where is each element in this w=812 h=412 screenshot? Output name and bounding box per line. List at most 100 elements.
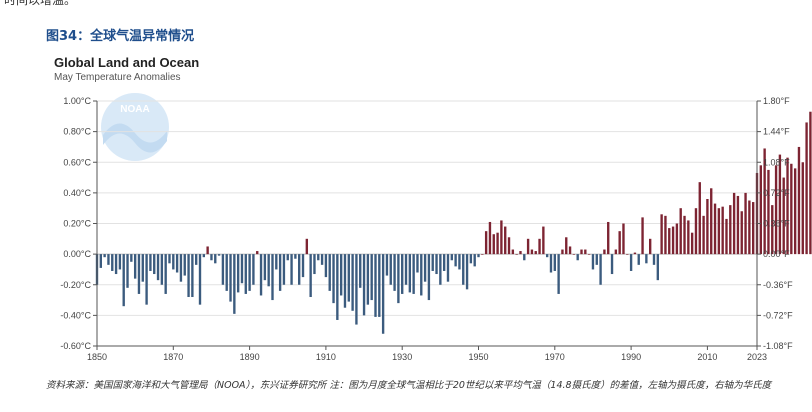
- bar-1928: [393, 254, 395, 291]
- x-tick-label-1930: 1930: [392, 352, 412, 362]
- bar-2014: [721, 207, 723, 254]
- bar-1902: [294, 254, 296, 259]
- y-tick-label-right: 0.72°F: [763, 188, 790, 198]
- bar-2035: [802, 162, 804, 254]
- y-axis-right-fahrenheit: 1.80°F 1.44°F 1.08°F 0.72°F 0.36°F 0.00°F -0.3…: [757, 96, 793, 351]
- bar-1978: [584, 250, 586, 255]
- bar-1916: [348, 254, 350, 301]
- bar-1894: [264, 254, 266, 280]
- bar-1864: [149, 254, 151, 271]
- bar-1872: [180, 254, 182, 282]
- bar-1871: [176, 254, 178, 272]
- y-tick-label-left: 0.00°C: [63, 249, 91, 259]
- bar-1998: [660, 214, 662, 254]
- bar-1958: [508, 237, 510, 254]
- bar-1985: [611, 254, 613, 274]
- bar-1877: [199, 254, 201, 305]
- bar-1865: [153, 254, 155, 274]
- bar-1994: [645, 254, 647, 263]
- bar-2004: [683, 216, 685, 254]
- bar-1897: [275, 254, 277, 269]
- bar-1950: [477, 254, 479, 257]
- y-tick-label-right: 1.44°F: [763, 127, 790, 137]
- bar-2022: [752, 202, 754, 254]
- bar-1939: [435, 254, 437, 274]
- y-tick-label-right: -0.36°F: [763, 280, 793, 290]
- x-tick-label-2010: 2010: [697, 352, 717, 362]
- bar-1874: [187, 254, 189, 297]
- bar-1892: [256, 251, 258, 254]
- bar-1929: [397, 254, 399, 303]
- bar-1979: [588, 254, 590, 255]
- bar-2005: [687, 220, 689, 254]
- bar-1933: [412, 254, 414, 294]
- bar-1878: [203, 254, 205, 257]
- bar-1968: [546, 254, 548, 257]
- noaa-logo-text: NOAA: [120, 104, 149, 115]
- bar-1974: [569, 246, 571, 254]
- bar-1886: [233, 254, 235, 314]
- bar-1956: [500, 220, 502, 254]
- bar-1896: [271, 254, 273, 300]
- bar-2024: [760, 165, 762, 254]
- bar-1858: [126, 254, 128, 288]
- bar-1971: [557, 254, 559, 294]
- bar-2018: [737, 196, 739, 254]
- bar-1869: [168, 254, 170, 263]
- bar-1954: [493, 234, 495, 254]
- y-tick-label-left: 0.60°C: [63, 157, 91, 167]
- bar-1853: [107, 254, 109, 265]
- gridlines: [97, 101, 757, 346]
- bar-1972: [561, 250, 563, 255]
- bar-1911: [329, 254, 331, 291]
- bar-1924: [378, 254, 380, 317]
- bar-1876: [195, 254, 197, 265]
- bar-1984: [607, 222, 609, 254]
- bar-1947: [466, 254, 468, 289]
- bar-1980: [592, 254, 594, 269]
- bar-1859: [130, 254, 132, 262]
- y-tick-label-left: 0.40°C: [63, 188, 91, 198]
- x-tick-label-1910: 1910: [316, 352, 336, 362]
- bar-1914: [340, 254, 342, 295]
- bar-1949: [474, 254, 476, 266]
- bar-2015: [725, 219, 727, 254]
- bar-1963: [527, 239, 529, 254]
- bar-2031: [786, 158, 788, 254]
- bar-2017: [733, 193, 735, 254]
- bar-2034: [798, 147, 800, 254]
- y-tick-label-right: 0.00°F: [763, 249, 790, 259]
- bar-1937: [428, 254, 430, 300]
- bar-1875: [191, 254, 193, 297]
- bar-1962: [523, 254, 525, 260]
- bar-1948: [470, 254, 472, 263]
- bar-1935: [420, 254, 422, 295]
- bar-2029: [779, 155, 781, 255]
- bar-1926: [386, 254, 388, 275]
- bar-1884: [226, 254, 228, 291]
- bar-2028: [775, 165, 777, 254]
- bar-2037: [809, 112, 811, 254]
- bar-1870: [172, 254, 174, 269]
- bar-2002: [676, 224, 678, 255]
- bar-1981: [596, 254, 598, 265]
- bar-2012: [714, 204, 716, 255]
- bar-1943: [451, 254, 453, 260]
- bar-2027: [771, 205, 773, 254]
- bar-1946: [462, 254, 464, 285]
- bar-2021: [748, 201, 750, 255]
- y-tick-label-right: -1.08°F: [763, 341, 793, 351]
- bar-1993: [641, 217, 643, 254]
- bar-1967: [542, 227, 544, 255]
- bar-2020: [744, 193, 746, 254]
- x-tick-label-1850: 1850: [87, 352, 107, 362]
- bar-1880: [210, 254, 212, 260]
- bar-1969: [550, 254, 552, 272]
- bar-1909: [321, 254, 323, 265]
- bar-1930: [401, 254, 403, 294]
- bar-1891: [252, 254, 254, 285]
- bar-1983: [603, 250, 605, 255]
- bar-1936: [424, 254, 426, 282]
- bar-1923: [374, 254, 376, 317]
